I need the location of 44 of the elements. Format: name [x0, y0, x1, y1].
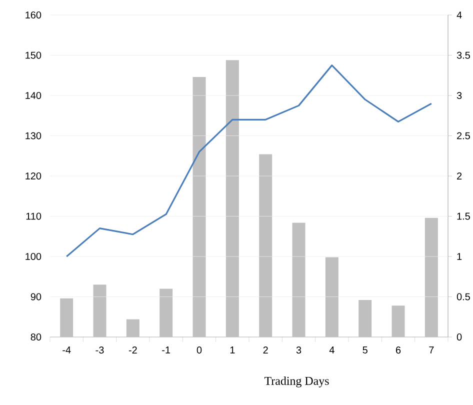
x-tick-label: 4 [329, 346, 334, 354]
y2-tick-label: 2 [457, 172, 462, 180]
x-tick-label: 0 [196, 346, 202, 354]
x-tick-label: -3 [96, 346, 104, 354]
y-tick-label: 110 [26, 212, 42, 220]
x-tick-label: -1 [162, 346, 170, 354]
bar [325, 257, 338, 337]
y-tick-label: 120 [26, 172, 42, 180]
y2-tick-label: 3.5 [456, 52, 470, 59]
y2-tick-label: 0.5 [456, 293, 470, 300]
x-tick-label: 1 [230, 346, 235, 354]
x-tick-label: 5 [362, 346, 368, 354]
bar [160, 288, 173, 337]
bar [192, 76, 206, 337]
y-tick-label: 90 [30, 293, 42, 300]
y2-tick-label: 1.5 [457, 212, 470, 220]
y-tick-label: 150 [26, 52, 42, 59]
bar [424, 218, 438, 337]
x-tick-label: -2 [128, 346, 137, 354]
y-tick-label: 140 [26, 92, 42, 100]
bar [259, 154, 272, 337]
x-tick-label: 3 [296, 346, 302, 354]
bar [126, 319, 140, 337]
bar [60, 298, 74, 337]
x-tick-label: 6 [396, 346, 401, 354]
bar [292, 222, 306, 337]
y-tick-label: 100 [26, 252, 42, 260]
bar [93, 284, 106, 337]
x-tick-label: -4 [62, 346, 71, 354]
bar [358, 300, 372, 337]
y-tick-label: 130 [26, 132, 42, 140]
bar [392, 306, 405, 337]
y-tick-label: 80 [30, 333, 42, 341]
x-axis-title: Trading Days [264, 376, 329, 388]
y2-tick-label: 3 [456, 92, 462, 100]
x-tick-label: 7 [429, 346, 434, 354]
y2-tick-label: 4 [456, 12, 462, 18]
y2-tick-label: 2.5 [457, 132, 470, 140]
y-tick-label: 160 [26, 11, 42, 19]
line-series [66, 64, 432, 258]
bar [226, 60, 239, 337]
y2-tick-label: 1 [457, 253, 462, 260]
x-tick-label: 2 [263, 346, 268, 354]
y2-tick-label: 0 [456, 333, 462, 341]
